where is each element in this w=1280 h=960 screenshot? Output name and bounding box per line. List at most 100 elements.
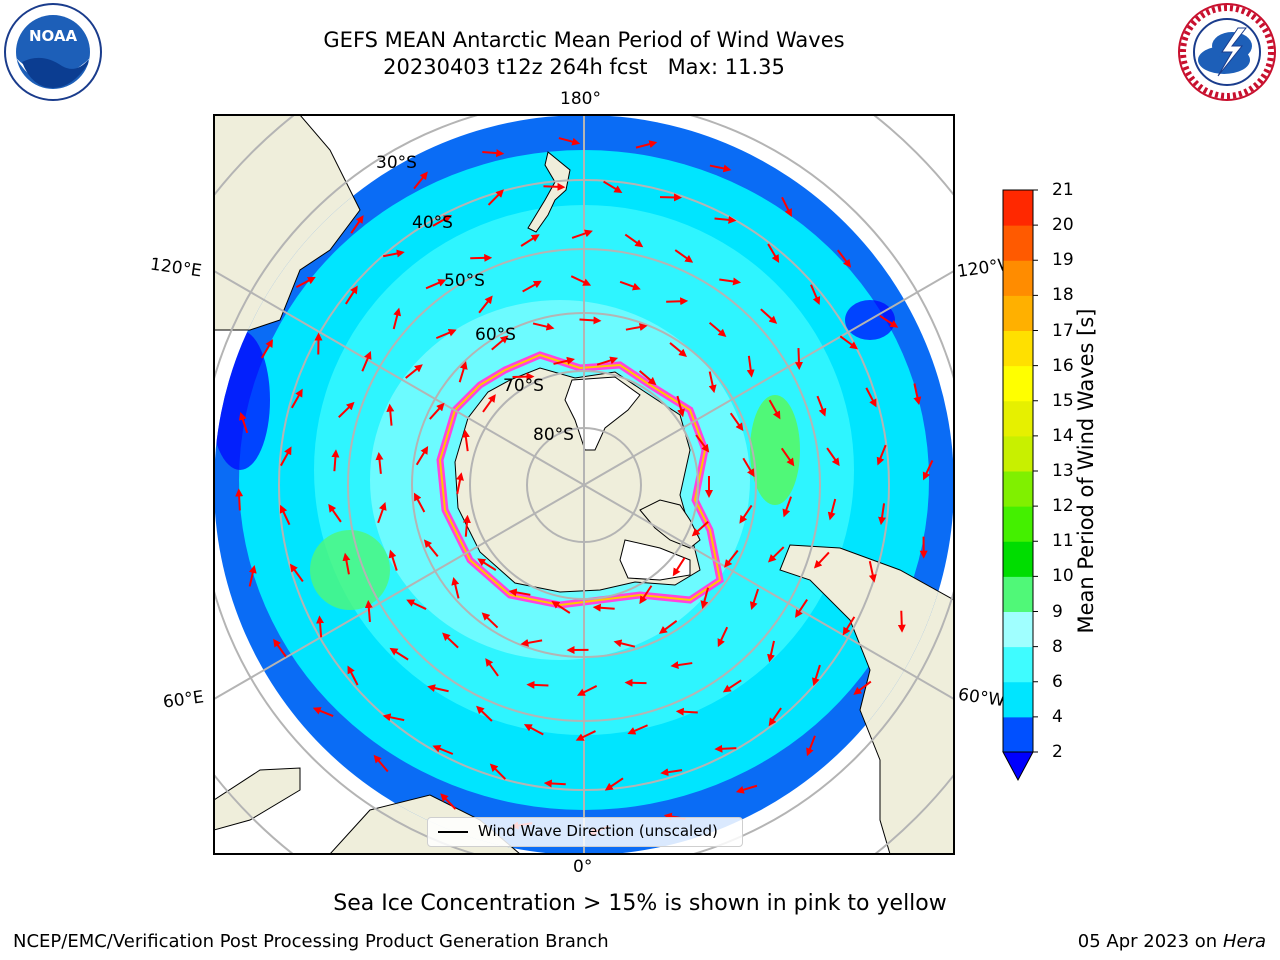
wind-wave-arrow (280, 446, 292, 467)
wind-wave-arrow (729, 412, 744, 432)
wind-wave-arrow (413, 171, 428, 190)
colorbar-segment (1003, 260, 1033, 296)
wind-wave-arrow (691, 521, 709, 537)
colorbar-segment (1003, 471, 1033, 507)
wind-wave-arrow (423, 539, 439, 558)
colorbar-segment (1003, 400, 1033, 437)
wind-wave-arrow (476, 705, 493, 722)
wind-wave-arrow (338, 401, 355, 418)
wind-wave-arrow (482, 149, 505, 158)
wind-wave-arrow (604, 777, 624, 791)
colorbar-segment (1003, 716, 1033, 753)
wind-wave-arrow (543, 779, 566, 788)
wind-wave-arrow (260, 339, 274, 359)
wind-wave-arrow (491, 335, 509, 351)
colorbar-segment (1003, 611, 1033, 648)
wind-wave-arrow (373, 754, 389, 773)
colorbar-tick-label: 8 (1052, 636, 1063, 657)
wind-wave-arrow (532, 322, 555, 331)
colorbar-segment (1003, 506, 1033, 542)
wind-wave-arrow (625, 323, 648, 332)
wind-wave-arrow (742, 457, 755, 478)
wind-wave-arrow (782, 496, 793, 518)
wind-wave-arrow (579, 316, 602, 325)
colorbar (1002, 189, 1038, 782)
wind-wave-arrow (592, 603, 615, 612)
colorbar-segment (1003, 365, 1033, 402)
wind-wave-arrow (350, 215, 364, 234)
wind-wave-arrow (853, 680, 872, 695)
wind-wave-arrow (432, 215, 452, 227)
colorbar-tick-label: 21 (1052, 180, 1074, 200)
wind-wave-arrow (345, 285, 358, 305)
colorbar-tick-label: 14 (1052, 425, 1074, 446)
wind-wave-arrow (749, 588, 760, 610)
wind-wave-arrow (660, 768, 683, 777)
wind-wave-arrow (672, 557, 686, 577)
wind-wave-arrow (461, 429, 470, 452)
colorbar-segment (1003, 435, 1033, 472)
wind-wave-arrow (440, 793, 457, 810)
wind-wave-arrow (413, 492, 426, 513)
lat-label-60s: 60°S (475, 325, 516, 345)
wind-wave-arrow (489, 763, 507, 780)
wind-wave-arrow (868, 561, 877, 583)
colorbar-tick-label: 15 (1052, 390, 1074, 411)
wind-wave-arrow (816, 395, 827, 417)
wind-wave-arrow (415, 445, 429, 466)
wind-wave-arrow (388, 549, 398, 571)
wind-wave-arrow (735, 784, 758, 794)
colorbar-segment (1003, 295, 1033, 331)
sea-ice-caption: Sea Ice Concentration > 15% is shown in … (333, 891, 947, 916)
wind-wave-arrow (375, 451, 384, 474)
wind-wave-arrow (382, 713, 405, 722)
wind-wave-arrow (810, 284, 821, 305)
lat-label-70s: 70°S (503, 376, 544, 396)
colorbar-segment (1003, 576, 1033, 612)
legend-label: Wind Wave Direction (unscaled) (478, 822, 718, 840)
colorbar-under-triangle (1002, 751, 1034, 782)
wind-wave-arrow (760, 308, 778, 324)
wind-wave-arrow (477, 558, 497, 572)
wind-wave-arrow (551, 601, 571, 614)
colorbar-tick-label: 18 (1052, 285, 1074, 306)
colorbar-tick-label: 12 (1052, 496, 1074, 517)
wind-wave-arrow (714, 744, 737, 753)
wind-wave-arrow (523, 724, 544, 736)
lon-label-0: 0° (573, 857, 593, 877)
wind-wave-arrow (596, 356, 619, 366)
wind-wave-arrow (331, 449, 340, 472)
wind-wave-arrow (780, 447, 795, 467)
wind-wave-arrow (482, 394, 496, 413)
wind-wave-arrow (613, 639, 636, 648)
wind-wave-arrow (406, 599, 427, 610)
chart-title: GEFS MEAN Antarctic Mean Period of Wind … (323, 28, 845, 52)
wind-wave-arrow (768, 707, 782, 727)
wind-wave-arrow (364, 599, 373, 622)
lat-label-40s: 40°S (412, 213, 453, 233)
wind-wave-arrow (289, 563, 304, 583)
wind-wave-arrow (767, 546, 785, 563)
wind-wave-arrow (312, 707, 334, 718)
wind-wave-arrow (576, 685, 598, 696)
wind-wave-arrows (235, 137, 934, 836)
wind-wave-arrow (603, 180, 623, 193)
wind-wave-arrow (427, 684, 449, 693)
wind-wave-arrow (442, 632, 459, 649)
wind-wave-arrow (842, 616, 856, 636)
wind-wave-arrow (674, 249, 694, 263)
wind-wave-arrow (425, 279, 447, 290)
lat-label-50s: 50°S (444, 271, 485, 291)
colorbar-tick-label: 4 (1052, 706, 1063, 727)
colorbar-tick-label: 17 (1052, 320, 1074, 341)
wind-wave-arrow (295, 276, 316, 289)
wind-wave-arrow (377, 502, 387, 524)
colorbar-segment (1003, 225, 1033, 261)
wind-wave-arrow (520, 234, 540, 247)
wind-wave-arrow (456, 472, 464, 495)
wind-wave-arrow (248, 565, 257, 587)
wind-wave-arrow (235, 488, 244, 511)
wind-wave-arrow (635, 140, 658, 149)
wind-wave-arrow (624, 233, 644, 248)
